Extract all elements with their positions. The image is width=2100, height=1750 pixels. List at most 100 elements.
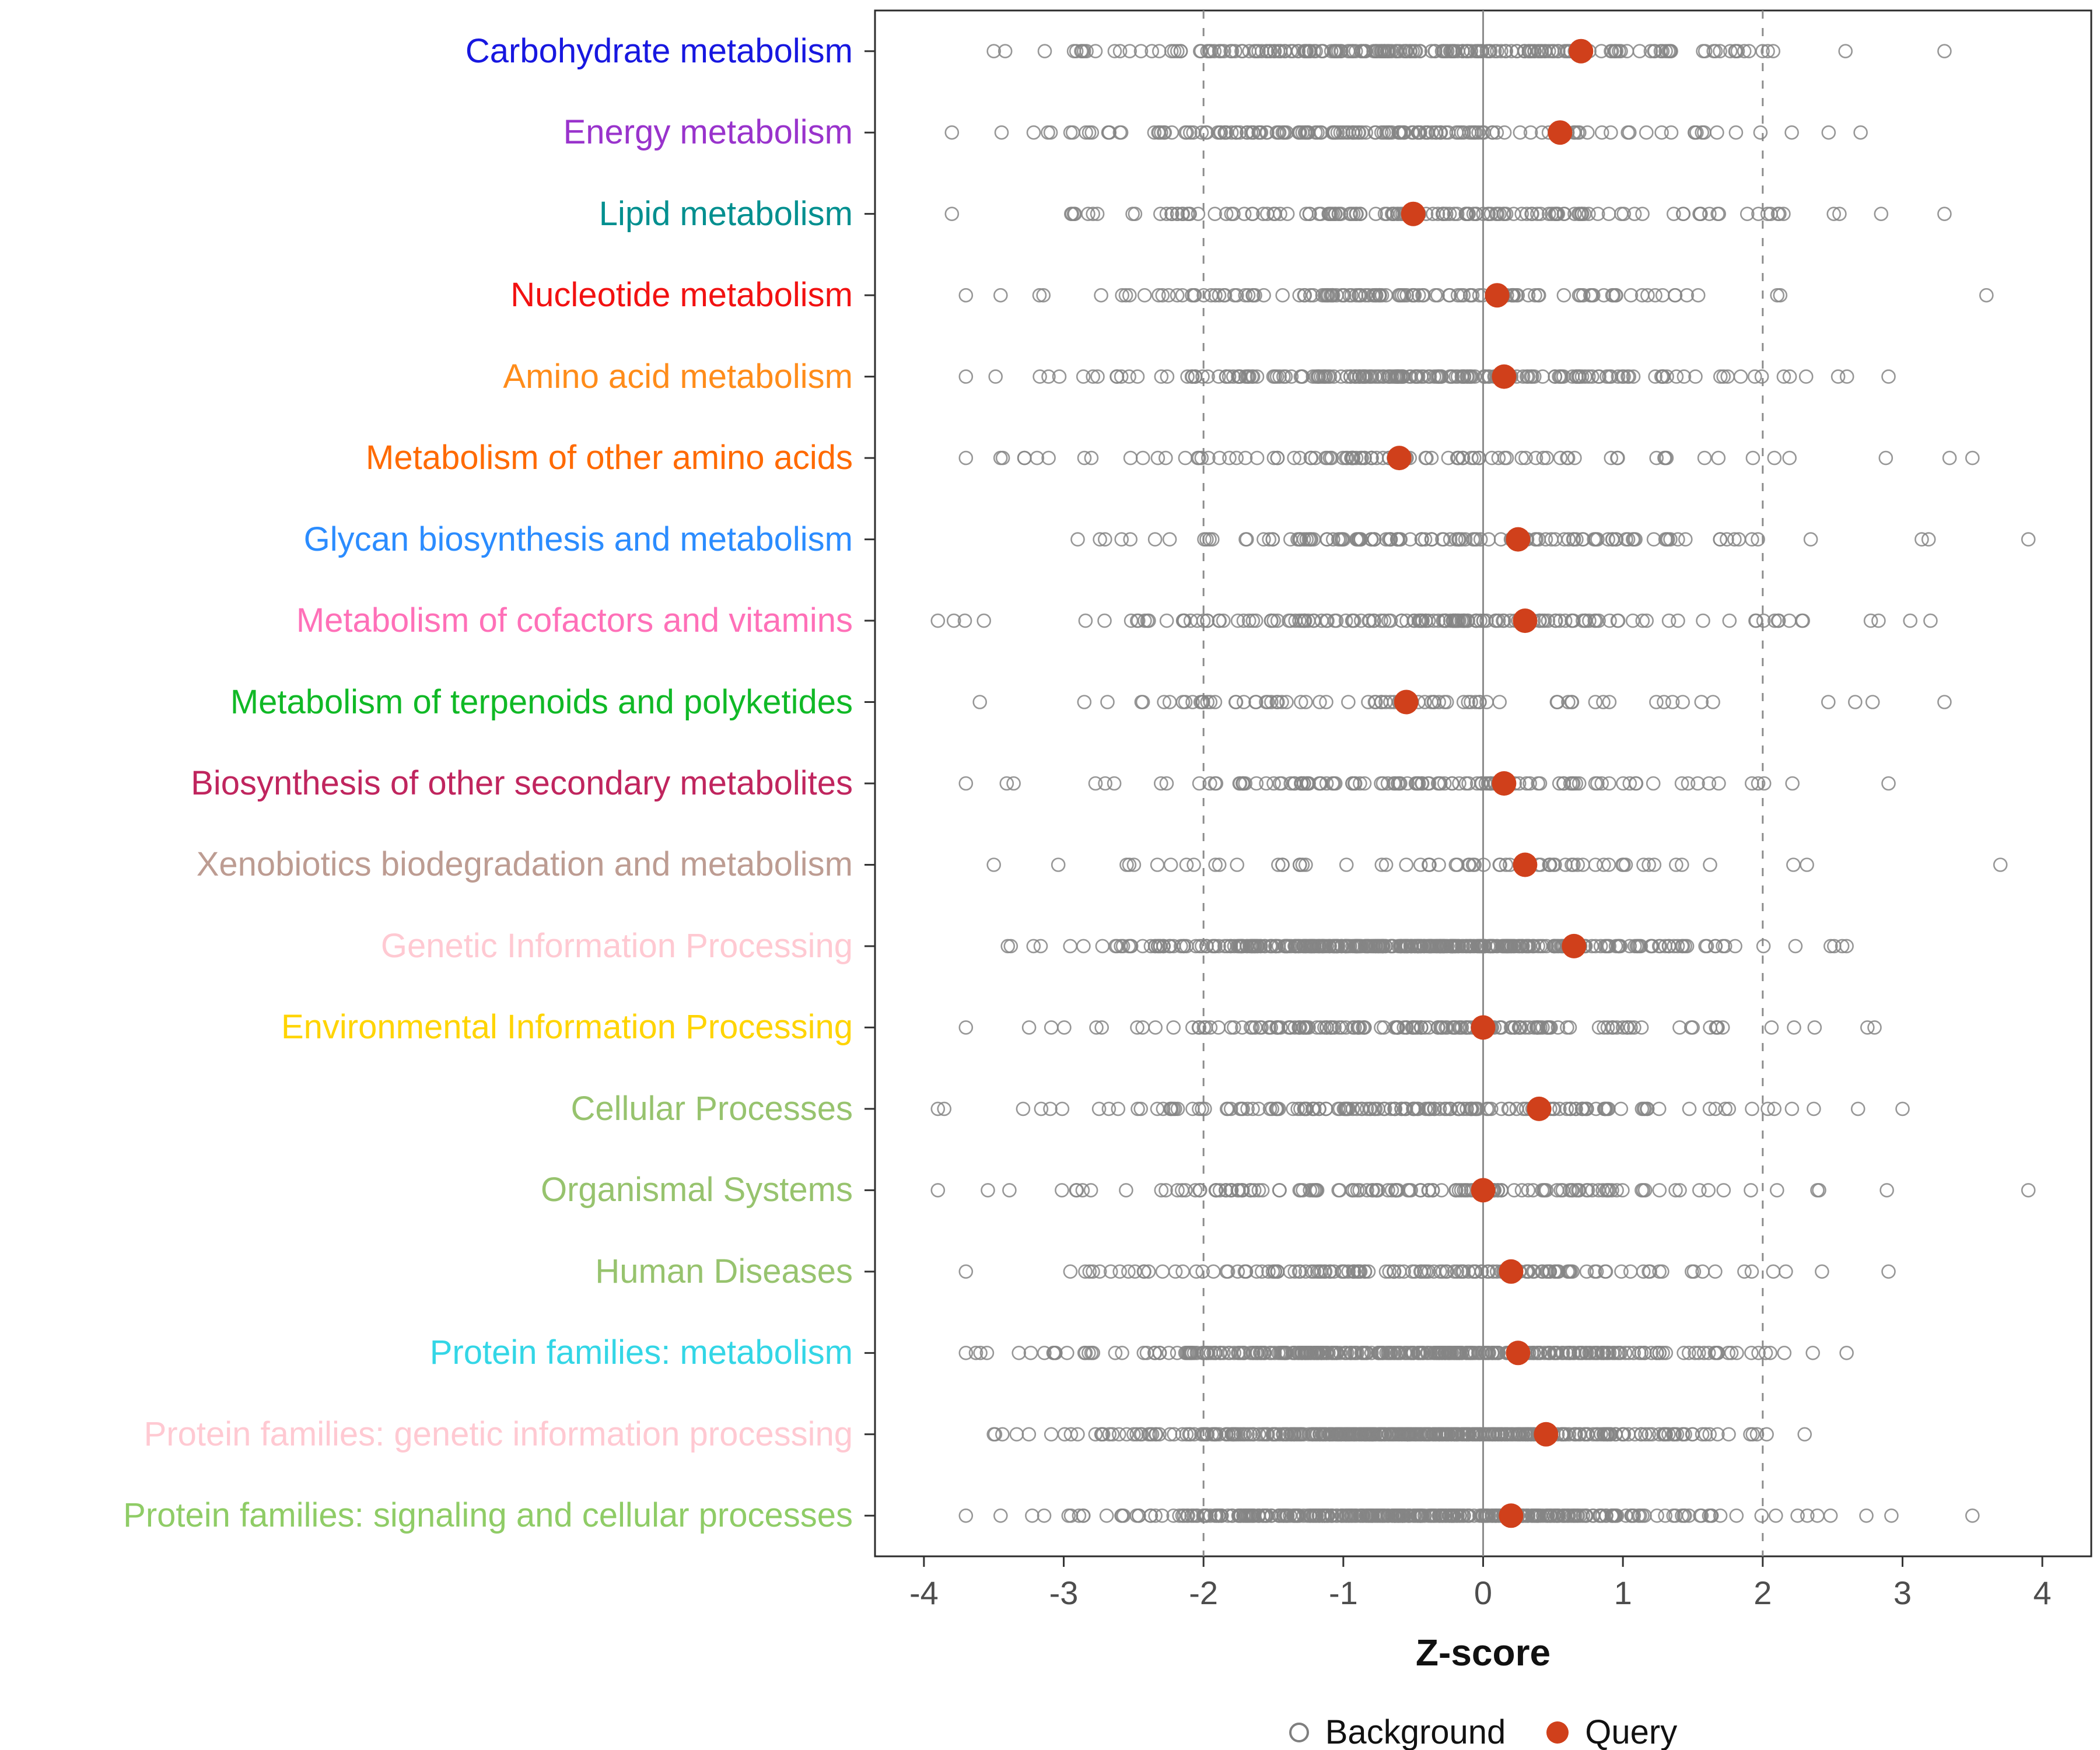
- background-point: [1567, 450, 1582, 466]
- background-point: [1128, 1264, 1142, 1279]
- background-point: [1142, 613, 1156, 628]
- category-label: Organismal Systems: [540, 1171, 853, 1209]
- background-point: [1601, 858, 1616, 872]
- background-point: [1745, 450, 1760, 466]
- category-label: Environmental Information Processing: [281, 1008, 853, 1046]
- background-point: [1460, 369, 1475, 384]
- background-point: [1338, 1427, 1353, 1442]
- background-point: [1224, 1183, 1239, 1198]
- background-point: [1676, 206, 1691, 222]
- background-point: [1764, 1020, 1779, 1035]
- background-point: [1114, 532, 1129, 547]
- background-point: [1095, 939, 1110, 954]
- background-point: [1090, 369, 1105, 384]
- background-point: [1838, 44, 1853, 58]
- background-point: [1965, 450, 1980, 466]
- background-point: [1456, 695, 1471, 709]
- background-point: [1480, 1264, 1495, 1279]
- background-point: [1550, 695, 1565, 709]
- background-point: [1444, 939, 1460, 954]
- background-point: [1256, 206, 1270, 222]
- background-point: [1467, 858, 1482, 872]
- background-point: [1531, 1346, 1545, 1360]
- background-point: [1504, 44, 1519, 58]
- background-point: [958, 450, 974, 466]
- background-point: [1417, 1508, 1432, 1523]
- background-point: [1672, 1020, 1687, 1035]
- background-point: [1284, 369, 1299, 384]
- background-point: [1494, 1101, 1509, 1116]
- background-point: [1760, 206, 1775, 222]
- background-point: [1657, 1427, 1672, 1442]
- background-point: [1937, 44, 1952, 58]
- background-point: [1336, 288, 1352, 303]
- background-point: [1122, 288, 1137, 303]
- background-point: [1518, 450, 1533, 466]
- background-point: [1002, 1183, 1017, 1198]
- background-point: [1937, 695, 1952, 709]
- background-point: [1497, 450, 1512, 466]
- background-point: [1390, 1020, 1404, 1035]
- background-point: [1122, 369, 1136, 384]
- background-point: [1230, 613, 1245, 628]
- background-point: [1026, 939, 1041, 954]
- background-point: [1513, 125, 1528, 140]
- background-point: [1208, 206, 1222, 222]
- background-point: [1608, 288, 1623, 303]
- background-point: [1183, 1427, 1198, 1442]
- background-point: [1115, 1346, 1129, 1360]
- background-point: [994, 125, 1009, 140]
- background-point: [1440, 1020, 1455, 1035]
- background-point: [1702, 206, 1717, 222]
- background-point: [1233, 125, 1247, 140]
- query-point: [1562, 933, 1587, 958]
- background-point: [1634, 1020, 1649, 1035]
- background-point: [1803, 532, 1818, 547]
- background-point: [1598, 1264, 1614, 1279]
- background-point: [1359, 1508, 1374, 1523]
- background-point: [1255, 44, 1269, 58]
- background-point: [999, 776, 1014, 791]
- background-point: [1993, 858, 2008, 872]
- background-point: [1564, 695, 1579, 709]
- background-point: [1297, 613, 1312, 628]
- background-point: [1678, 1427, 1692, 1442]
- background-point: [1504, 939, 1519, 954]
- background-point: [1293, 1020, 1308, 1035]
- background-point: [1488, 44, 1502, 58]
- background-point: [1645, 939, 1660, 954]
- background-point: [1411, 613, 1426, 628]
- background-point: [1173, 44, 1188, 58]
- query-point: [1569, 38, 1594, 64]
- background-point: [1193, 1183, 1208, 1198]
- background-point: [1444, 1427, 1459, 1442]
- background-point: [1003, 939, 1019, 954]
- background-point: [1381, 125, 1396, 140]
- background-point: [1376, 125, 1391, 140]
- background-point: [1228, 125, 1244, 140]
- background-point: [1620, 125, 1635, 140]
- query-point: [1506, 527, 1531, 552]
- x-tick-label: 2: [1754, 1574, 1772, 1611]
- background-point: [1320, 939, 1335, 954]
- background-point: [1272, 369, 1287, 384]
- background-point: [1881, 776, 1896, 791]
- background-point: [1550, 1020, 1566, 1035]
- background-point: [1532, 288, 1546, 303]
- background-point: [1119, 1183, 1133, 1198]
- background-point: [1473, 44, 1488, 58]
- background-point: [1415, 532, 1429, 547]
- background-point: [1758, 1346, 1773, 1360]
- background-point: [1247, 44, 1262, 58]
- background-point: [1424, 532, 1439, 547]
- background-point: [1293, 369, 1308, 384]
- background-point: [1307, 1183, 1322, 1198]
- background-point: [1036, 288, 1051, 303]
- background-point: [1358, 288, 1373, 303]
- background-point: [1233, 1427, 1248, 1442]
- background-point: [1235, 1020, 1250, 1035]
- background-point: [1564, 858, 1579, 872]
- background-point: [1208, 939, 1223, 954]
- background-point: [1122, 44, 1137, 58]
- background-point: [1465, 1346, 1479, 1360]
